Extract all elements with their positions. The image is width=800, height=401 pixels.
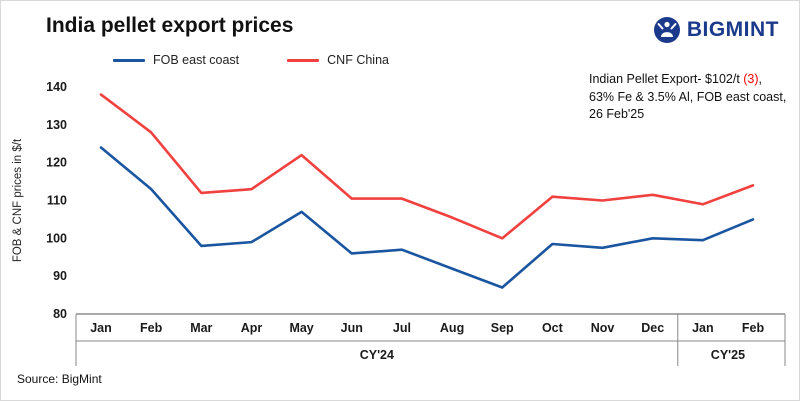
svg-text:Oct: Oct [542,321,564,335]
svg-text:Feb: Feb [742,321,765,335]
svg-text:May: May [289,321,313,335]
annotation-line1-suffix: , [758,72,763,86]
annotation-line3: 26 Feb'25 [589,107,645,121]
svg-text:80: 80 [53,307,67,321]
svg-text:Apr: Apr [241,321,263,335]
svg-text:Sep: Sep [491,321,514,335]
svg-text:Feb: Feb [140,321,163,335]
legend-swatch-cnf [287,58,320,62]
svg-text:Jan: Jan [692,321,714,335]
source-note: Source: BigMint [17,372,102,386]
svg-text:130: 130 [46,118,67,132]
svg-text:Nov: Nov [591,321,615,335]
bigmint-logo-text: BIGMINT [686,18,779,41]
svg-text:Jan: Jan [90,321,112,335]
legend-item-fob: FOB east coast [113,53,239,67]
svg-text:CY'24: CY'24 [360,348,394,362]
bigmint-logo-icon [653,17,680,43]
svg-text:Dec: Dec [641,321,664,335]
legend-swatch-fob [113,58,145,62]
chart-annotation: Indian Pellet Export- $102/t (3), 63% Fe… [589,71,794,124]
svg-text:100: 100 [46,231,67,245]
annotation-highlight: (3) [743,72,759,86]
svg-text:CY'25: CY'25 [711,348,745,362]
line-chart: 80 90 100 110 120 130 140 FOB & CNF prices in $… [12,80,786,366]
svg-text:Mar: Mar [190,321,212,335]
chart-area: 80 90 100 110 120 130 140 FOB & CNF prices in $… [1,71,800,376]
bigmint-logo: BIGMINT [653,16,779,44]
svg-text:140: 140 [46,80,67,94]
legend-label-cnf: CNF China [327,53,389,67]
svg-text:Aug: Aug [440,321,464,335]
svg-text:110: 110 [47,194,67,208]
annotation-line2: 63% Fe & 3.5% Al, FOB east coast, [589,89,787,104]
svg-text:Jul: Jul [393,321,411,335]
svg-text:FOB & CNF prices in $/t: FOB & CNF prices in $/t [12,138,24,262]
svg-text:120: 120 [46,156,67,170]
annotation-line1-prefix: Indian Pellet Export- $102/t [589,72,744,86]
legend-label-fob: FOB east coast [153,53,240,67]
chart-legend: FOB east coast CNF China [113,53,389,67]
svg-text:Jun: Jun [341,321,363,335]
page-title: India pellet export prices [46,14,294,37]
legend-item-cnf: CNF China [287,53,389,67]
svg-text:90: 90 [53,269,67,283]
